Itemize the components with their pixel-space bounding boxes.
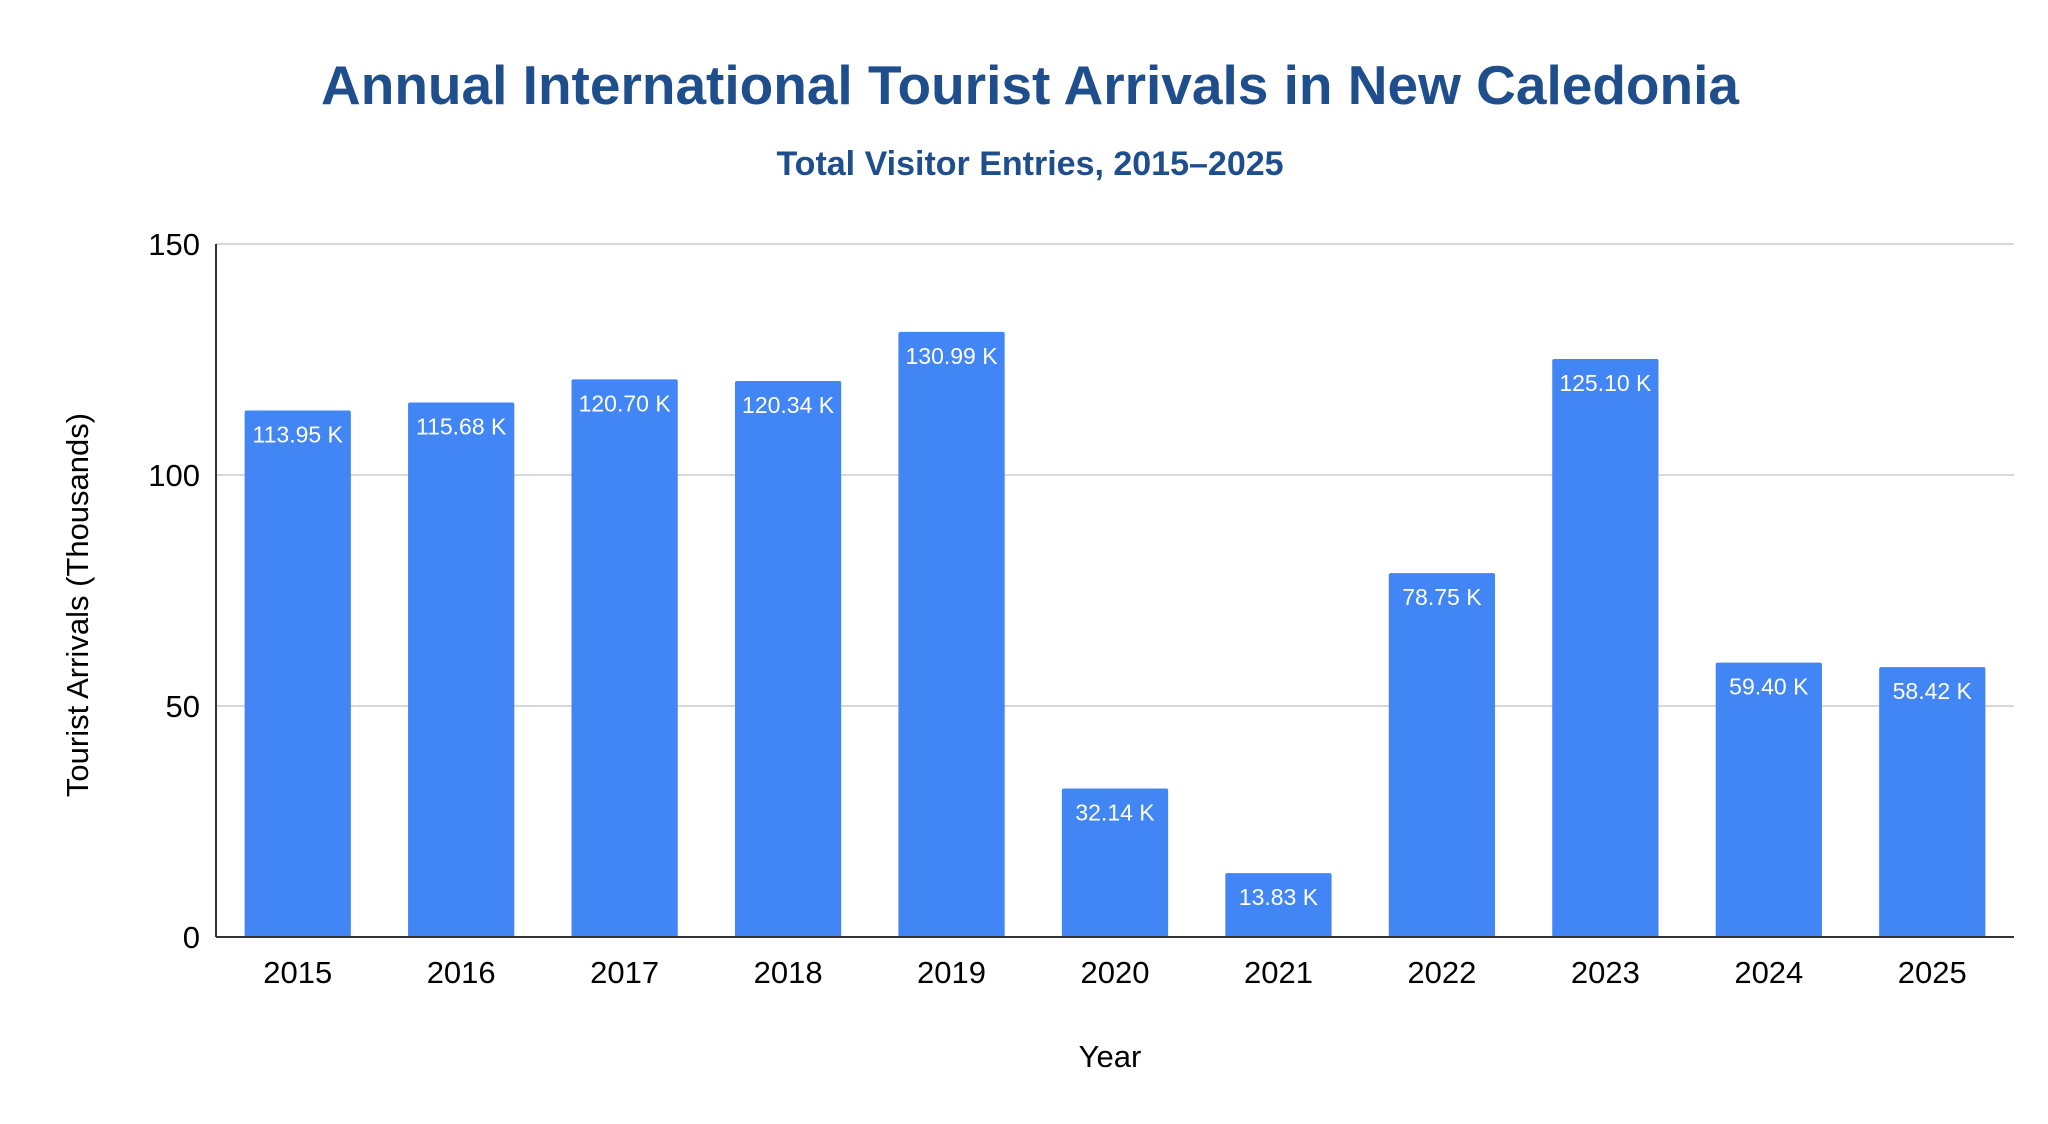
data-label-2018: 120.34 K xyxy=(742,392,835,418)
data-label-2017: 120.70 K xyxy=(579,390,672,416)
x-tick-label: 2024 xyxy=(1734,955,1803,990)
data-label-2024: 59.40 K xyxy=(1729,674,1809,700)
x-tick-label: 2016 xyxy=(427,955,496,990)
data-label-2015: 113.95 K xyxy=(253,422,344,448)
bar-2015 xyxy=(244,410,351,937)
x-tick-label: 2017 xyxy=(590,955,659,990)
bar-2016 xyxy=(408,402,515,937)
bar-series: 113.95 K 115.68 K 120.70 K 120.34 K 130.99 K… xyxy=(244,331,1986,938)
y-axis-label: Tourist Arrivals (Thousands) xyxy=(60,413,95,797)
bar-2022 xyxy=(1388,573,1496,937)
chart-subtitle: Total Visitor Entries, 2015–2025 xyxy=(776,145,1283,183)
bar-2024 xyxy=(1715,662,1822,937)
data-label-2019: 130.99 K xyxy=(905,343,998,369)
x-tick-label: 2022 xyxy=(1407,955,1476,990)
x-tick-label: 2019 xyxy=(917,955,986,990)
gridlines xyxy=(216,243,2014,707)
x-tick-label: 2020 xyxy=(1081,955,1150,990)
bar-2021 xyxy=(1225,873,1332,937)
data-label-2021: 13.83 K xyxy=(1239,884,1319,910)
y-tick-label: 0 xyxy=(183,920,200,955)
bar-2025 xyxy=(1879,667,1986,937)
x-tick-label: 2015 xyxy=(263,955,332,990)
data-label-2020: 32.14 K xyxy=(1075,800,1155,826)
bar-2020 xyxy=(1061,788,1169,937)
chart-title: Annual International Tourist Arrivals in… xyxy=(321,54,1739,116)
axes xyxy=(215,244,2014,938)
bar-2019 xyxy=(898,331,1005,938)
data-label-2022: 78.75 K xyxy=(1402,584,1482,610)
bar-2017 xyxy=(571,379,678,938)
x-axis-tick-labels: 2015 2016 2017 2018 2019 2020 2021 2022 2023 2024… xyxy=(263,955,1967,990)
y-tick-label: 50 xyxy=(166,689,200,724)
bar-2023 xyxy=(1552,359,1659,938)
data-label-2025: 58.42 K xyxy=(1893,678,1973,704)
data-label-2016: 115.68 K xyxy=(416,414,507,440)
bar-2018 xyxy=(734,381,842,938)
data-label-2023: 125.10 K xyxy=(1559,370,1652,396)
y-axis-tick-labels: 0 50 100 150 xyxy=(148,227,200,955)
y-tick-label: 100 xyxy=(148,458,200,493)
x-tick-label: 2025 xyxy=(1898,955,1967,990)
x-tick-label: 2018 xyxy=(754,955,823,990)
y-tick-label: 150 xyxy=(148,227,200,262)
x-tick-label: 2023 xyxy=(1571,955,1640,990)
x-axis-label: Year xyxy=(1079,1039,1142,1074)
x-tick-label: 2021 xyxy=(1244,955,1313,990)
